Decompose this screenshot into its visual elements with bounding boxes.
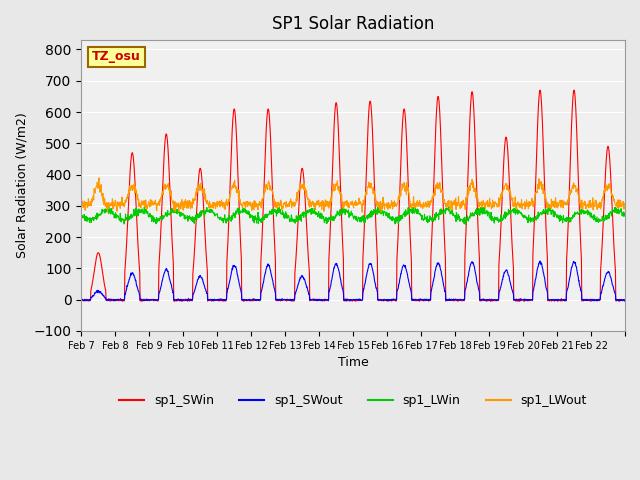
sp1_SWin <box>570 87 578 93</box>
sp1_SWin <box>163 132 170 138</box>
Y-axis label: Solar Radiation (W/m2): Solar Radiation (W/m2) <box>15 113 28 258</box>
sp1_LWout <box>621 201 629 206</box>
sp1_SWin <box>615 298 623 304</box>
sp1_SWout <box>339 286 346 292</box>
sp1_LWin <box>328 215 336 220</box>
Line: sp1_LWin: sp1_LWin <box>81 204 625 225</box>
X-axis label: Time: Time <box>338 356 369 369</box>
sp1_LWin <box>615 210 623 216</box>
sp1_LWin <box>621 209 629 215</box>
Line: sp1_SWin: sp1_SWin <box>81 90 625 301</box>
sp1_SWout <box>77 297 85 303</box>
Title: SP1 Solar Radiation: SP1 Solar Radiation <box>272 15 435 33</box>
Legend: sp1_SWin, sp1_SWout, sp1_LWin, sp1_LWout: sp1_SWin, sp1_SWout, sp1_LWin, sp1_LWout <box>115 389 592 412</box>
sp1_LWout <box>482 201 490 206</box>
sp1_LWin <box>481 211 489 216</box>
sp1_LWin <box>339 208 346 214</box>
sp1_SWout <box>536 258 544 264</box>
sp1_SWout <box>615 297 623 302</box>
sp1_LWout <box>339 205 347 211</box>
sp1_SWout <box>163 266 170 272</box>
sp1_SWout <box>328 273 336 278</box>
sp1_LWout <box>95 175 103 181</box>
sp1_LWout <box>615 205 623 211</box>
sp1_LWin <box>77 214 85 220</box>
Line: sp1_SWout: sp1_SWout <box>81 261 625 301</box>
sp1_SWout <box>524 298 531 304</box>
sp1_SWin <box>481 298 489 303</box>
sp1_SWout <box>562 297 570 302</box>
sp1_LWin <box>163 212 170 217</box>
sp1_SWin <box>621 298 629 303</box>
sp1_LWin <box>545 202 553 207</box>
sp1_SWin <box>80 298 88 304</box>
sp1_SWin <box>77 297 85 303</box>
sp1_LWout <box>329 189 337 194</box>
sp1_LWout <box>378 209 385 215</box>
sp1_SWout <box>481 298 489 303</box>
Line: sp1_LWout: sp1_LWout <box>81 178 625 212</box>
sp1_LWout <box>163 185 170 191</box>
Text: TZ_osu: TZ_osu <box>92 50 141 63</box>
sp1_LWout <box>562 201 570 206</box>
sp1_LWout <box>77 199 85 205</box>
sp1_SWin <box>329 157 337 163</box>
sp1_SWin <box>561 297 569 303</box>
sp1_LWin <box>462 222 470 228</box>
sp1_SWout <box>621 298 629 303</box>
sp1_SWin <box>339 250 347 255</box>
sp1_LWin <box>562 216 570 221</box>
